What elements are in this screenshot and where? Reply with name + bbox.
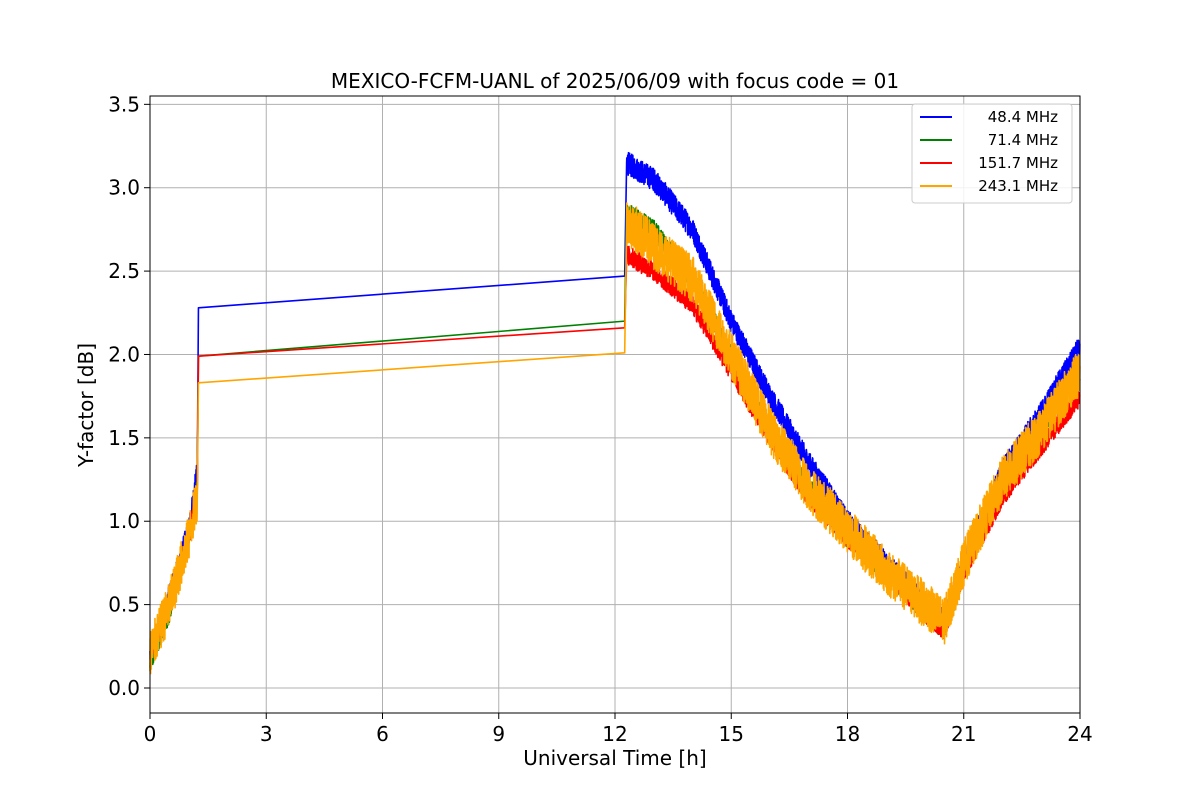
x-tick-label: 24: [1067, 722, 1092, 746]
y-tick-label: 3.0: [108, 176, 140, 200]
axis-ticks: 0 3 6 9 12 15 18 21 24 0.0 0.5 1.0 1.5 2.0 2.5 3.0 3.5: [108, 92, 1093, 746]
x-tick-label: 6: [376, 722, 389, 746]
y-tick-label: 3.5: [108, 92, 140, 116]
legend-label: 71.4 MHz: [988, 131, 1058, 149]
legend-label: 151.7 MHz: [978, 154, 1058, 172]
chart-title: MEXICO-FCFM-UANL of 2025/06/09 with focu…: [331, 69, 899, 93]
y-tick-label: 2.5: [108, 259, 140, 283]
x-tick-label: 9: [492, 722, 505, 746]
x-tick-label: 0: [144, 722, 157, 746]
x-tick-label: 18: [835, 722, 860, 746]
series-group: [149, 151, 1081, 675]
y-tick-label: 0.0: [108, 676, 140, 700]
x-axis-label: Universal Time [h]: [523, 746, 706, 770]
y-tick-label: 2.0: [108, 342, 140, 366]
series-line-4: [149, 202, 1081, 675]
y-tick-label: 1.5: [108, 426, 140, 450]
legend-box: [911, 103, 1073, 204]
y-tick-label: 0.5: [108, 593, 140, 617]
y-tick-label: 1.0: [108, 509, 140, 533]
x-tick-label: 15: [719, 722, 744, 746]
legend: 48.4 MHz 71.4 MHz 151.7 MHz 243.1 MHz: [911, 103, 1073, 204]
x-tick-label: 21: [951, 722, 976, 746]
legend-label: 243.1 MHz: [978, 177, 1058, 195]
x-tick-label: 3: [260, 722, 273, 746]
legend-label: 48.4 MHz: [988, 108, 1058, 126]
x-tick-label: 12: [602, 722, 627, 746]
y-axis-label: Y-factor [dB]: [74, 343, 98, 468]
grid: [149, 96, 1081, 713]
